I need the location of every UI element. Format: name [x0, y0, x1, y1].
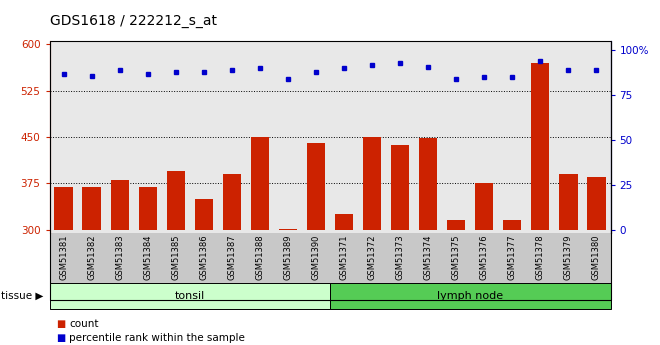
- Bar: [82, 187, 101, 230]
- Bar: [587, 177, 606, 230]
- Bar: [110, 180, 129, 230]
- Bar: [475, 184, 494, 230]
- Bar: [50, 283, 330, 309]
- Bar: [419, 138, 438, 230]
- Text: ■: ■: [56, 319, 65, 329]
- Bar: [531, 63, 550, 230]
- Text: tonsil: tonsil: [175, 291, 205, 301]
- Bar: [307, 143, 325, 230]
- Bar: [330, 283, 610, 309]
- Text: GDS1618 / 222212_s_at: GDS1618 / 222212_s_at: [50, 14, 216, 28]
- Bar: [279, 228, 297, 230]
- Bar: [447, 220, 465, 230]
- Bar: [251, 137, 269, 230]
- Bar: [391, 145, 409, 230]
- Text: ■: ■: [56, 333, 65, 343]
- Text: lymph node: lymph node: [437, 291, 504, 301]
- Bar: [54, 187, 73, 230]
- Bar: [139, 187, 157, 230]
- Bar: [166, 171, 185, 230]
- Bar: [335, 214, 353, 230]
- Bar: [559, 174, 578, 230]
- Bar: [222, 174, 241, 230]
- Bar: [195, 199, 213, 230]
- Text: count: count: [69, 319, 99, 329]
- Bar: [363, 137, 381, 230]
- Bar: [503, 220, 521, 230]
- Text: tissue ▶: tissue ▶: [1, 291, 44, 301]
- Text: percentile rank within the sample: percentile rank within the sample: [69, 333, 245, 343]
